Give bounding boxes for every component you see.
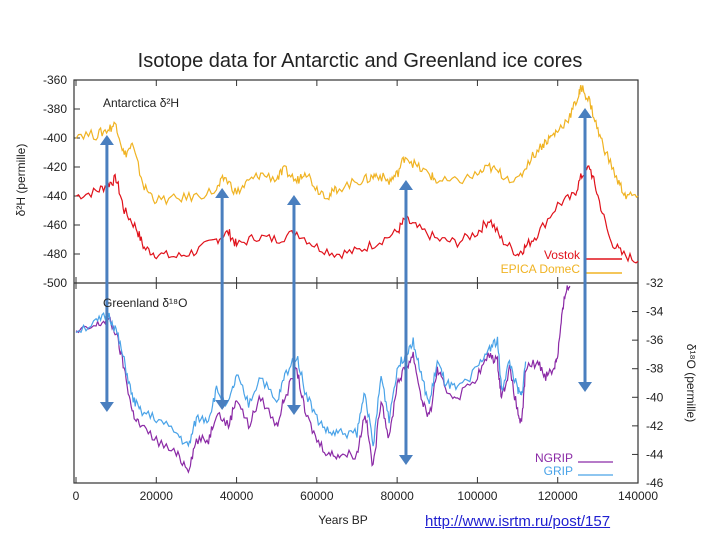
y-axis-label-bottom: δ¹⁸O (permille): [684, 344, 698, 422]
y-tick-label: -46: [646, 476, 664, 490]
source-link[interactable]: http://www.isrtm.ru/post/157: [425, 513, 611, 530]
x-tick-label: 120000: [538, 489, 578, 503]
x-tick-label: 20000: [140, 489, 174, 503]
x-tick-label: 40000: [220, 489, 254, 503]
y-tick-label: -480: [43, 247, 67, 261]
legend-vostok: Vostok: [544, 248, 581, 262]
y-tick-label: -440: [43, 189, 67, 203]
x-tick-label: 60000: [300, 489, 334, 503]
y-tick-label: -420: [43, 160, 67, 174]
x-tick-label: 140000: [618, 489, 658, 503]
y-tick-label: -38: [646, 362, 664, 376]
y-tick-label: -460: [43, 218, 67, 232]
arrow-down-icon: [99, 402, 114, 412]
y-tick-label: -400: [43, 131, 67, 145]
y-tick-label: -380: [43, 102, 67, 116]
x-axis-label: Years BP: [318, 513, 368, 527]
series-line-ngrip: [75, 285, 571, 474]
y-tick-label: -36: [646, 333, 664, 347]
y-tick-label: -34: [646, 305, 664, 319]
arrow-up-icon: [99, 135, 114, 145]
y-tick-label: -44: [646, 447, 664, 461]
x-tick-label: 0: [73, 489, 80, 503]
x-tick-label: 80000: [380, 489, 414, 503]
y-axis-label-top: δ²H (permille): [14, 144, 28, 217]
legend-grip: GRIP: [544, 464, 573, 478]
y-tick-label: -32: [646, 276, 664, 290]
series-line-vostok: [75, 165, 639, 264]
x-tick-label: 100000: [457, 489, 497, 503]
arrow-down-icon: [398, 455, 413, 465]
y-tick-label: -42: [646, 419, 664, 433]
y-tick-label: -40: [646, 390, 664, 404]
legend-ngrip: NGRIP: [535, 451, 573, 465]
plot-frame: [73, 79, 639, 484]
arrow-up-icon: [286, 195, 301, 205]
arrow-up-icon: [215, 188, 230, 198]
series-line-grip: [75, 312, 527, 448]
chart-title: Isotope data for Antarctic and Greenland…: [138, 50, 583, 72]
series-line-epica-domec: [75, 84, 639, 206]
panel-label-greenland: Greenland δ¹⁸O: [103, 296, 187, 310]
arrow-up-icon: [398, 180, 413, 190]
y-tick-label: -360: [43, 73, 67, 87]
arrow-down-icon: [215, 400, 230, 410]
y-tick-label: -500: [43, 276, 67, 290]
arrow-down-icon: [286, 405, 301, 415]
arrow-down-icon: [578, 382, 593, 392]
legend-epica: EPICA DomeC: [501, 262, 581, 276]
arrow-up-icon: [578, 108, 593, 118]
panel-label-antarctica: Antarctica δ²H: [103, 96, 179, 110]
